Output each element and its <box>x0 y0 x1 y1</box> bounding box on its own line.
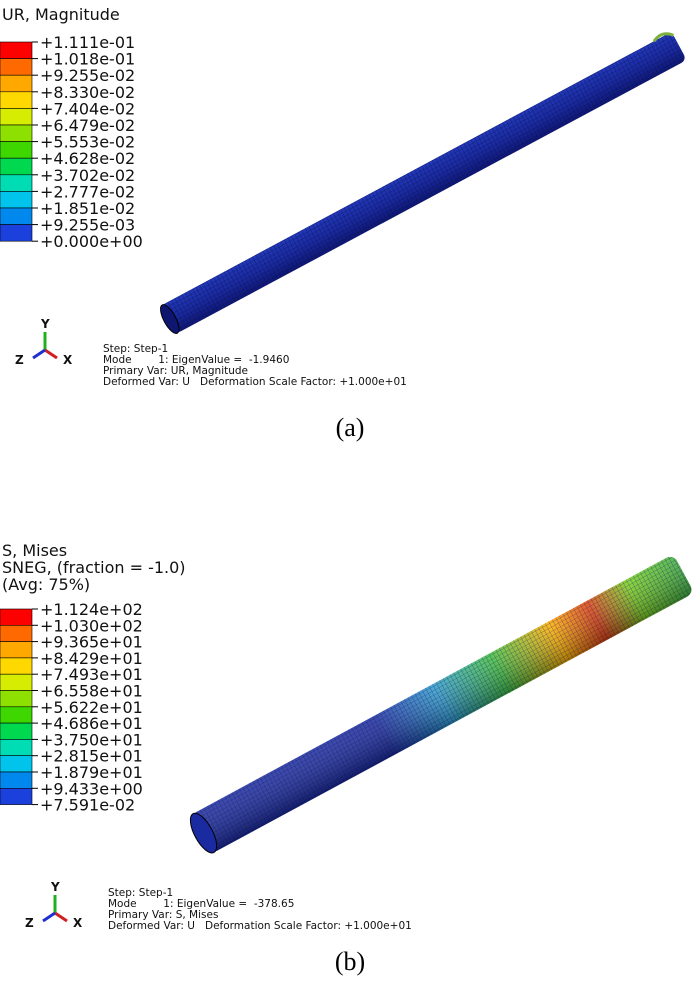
step-info: Deformed Var: U Deformation Scale Factor… <box>103 376 407 388</box>
axis-label: Y <box>40 317 50 331</box>
step-info: Mode 1: EigenValue = -378.65 <box>108 898 294 910</box>
legend-label: +4.628e-02 <box>40 149 135 168</box>
pipe-model <box>160 32 685 334</box>
legend-label: +1.124e+02 <box>40 600 143 619</box>
legend-label: +3.750e+01 <box>40 730 143 749</box>
legend-title: UR, Magnitude <box>2 5 120 24</box>
legend-swatch <box>0 608 33 626</box>
axis-label: Y <box>50 880 60 894</box>
legend-swatch <box>0 141 33 159</box>
legend-swatch <box>0 641 33 659</box>
legend-swatch <box>0 108 33 126</box>
legend-label: +3.702e-02 <box>40 166 135 185</box>
legend-title: S, Mises <box>2 541 67 560</box>
legend-label: +1.018e-01 <box>40 50 135 69</box>
legend-label: +9.255e-02 <box>40 66 135 85</box>
legend-swatch <box>0 755 33 773</box>
step-info: Primary Var: UR, Magnitude <box>103 365 248 377</box>
step-info: Mode 1: EigenValue = -1.9460 <box>103 354 289 366</box>
legend-swatch <box>0 787 33 805</box>
legend-label: +9.255e-03 <box>40 216 135 235</box>
legend-label: +1.879e+01 <box>40 763 143 782</box>
step-info: Step: Step-1 <box>103 343 168 355</box>
legend-swatch <box>0 657 33 675</box>
legend-swatch <box>0 74 33 93</box>
axis-x <box>54 911 68 923</box>
legend-swatch <box>0 157 33 176</box>
legend-swatch <box>0 124 33 142</box>
legend-swatch <box>0 191 33 209</box>
legend-title: SNEG, (fraction = -1.0) <box>2 558 186 577</box>
legend-label: +9.365e+01 <box>40 633 143 652</box>
legend-swatch <box>0 207 33 225</box>
step-info: Step: Step-1 <box>108 887 173 899</box>
legend-label: +8.330e-02 <box>40 83 135 102</box>
legend-label: +7.591e-02 <box>40 796 135 815</box>
legend-swatch <box>0 706 33 724</box>
legend-label: +1.030e+02 <box>40 616 143 635</box>
axis-label: X <box>73 916 83 930</box>
legend-title: (Avg: 75%) <box>2 575 90 594</box>
legend-swatch <box>0 224 33 242</box>
axis-label: X <box>63 353 73 367</box>
axis-z <box>42 911 56 923</box>
step-info: Primary Var: S, Mises <box>108 909 218 921</box>
legend-label: +5.622e+01 <box>40 698 143 717</box>
legend-label: +4.686e+01 <box>40 714 143 733</box>
legend-swatch <box>0 58 33 76</box>
legend-label: +2.815e+01 <box>40 747 143 766</box>
legend-swatch <box>0 673 33 691</box>
legend-label: +2.777e-02 <box>40 182 135 201</box>
legend-label: +6.558e+01 <box>40 682 143 701</box>
legend-swatch <box>0 722 33 740</box>
legend-label: +0.000e+00 <box>40 232 143 251</box>
legend-swatch <box>0 41 33 59</box>
legend-swatch <box>0 690 33 708</box>
legend-swatch <box>0 624 33 642</box>
axis-label: Z <box>25 916 34 930</box>
legend-label: +8.429e+01 <box>40 649 143 668</box>
axis-x <box>44 348 58 360</box>
legend-label: +1.851e-02 <box>40 199 135 218</box>
legend-label: +1.111e-01 <box>40 33 135 52</box>
legend-label: +9.433e+00 <box>40 779 143 798</box>
caption: (a) <box>336 413 365 442</box>
step-info: Deformed Var: U Deformation Scale Factor… <box>108 920 412 932</box>
axis-label: Z <box>15 353 24 367</box>
legend-swatch <box>0 91 33 109</box>
legend-label: +7.404e-02 <box>40 99 135 118</box>
legend-swatch <box>0 739 33 757</box>
caption: (b) <box>335 947 365 976</box>
legend-label: +6.479e-02 <box>40 116 135 135</box>
axis-z <box>32 348 46 360</box>
legend-swatch <box>0 771 33 789</box>
legend-swatch <box>0 174 33 192</box>
legend-label: +5.553e-02 <box>40 133 135 152</box>
pipe-model <box>189 556 692 854</box>
legend-label: +7.493e+01 <box>40 665 143 684</box>
